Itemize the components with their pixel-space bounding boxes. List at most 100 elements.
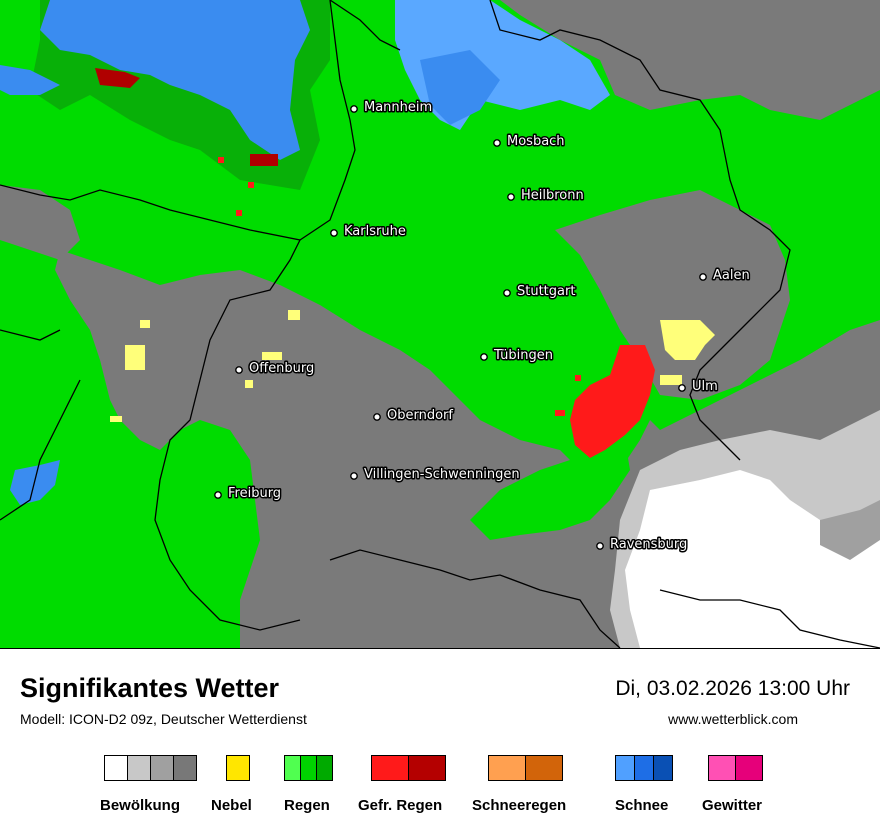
legend-swatch: [708, 755, 736, 781]
legend-swatch: [127, 755, 151, 781]
legend-label-sleet: Schneeregen: [472, 797, 567, 814]
legend-label-thunderstorm: Gewitter: [702, 797, 763, 814]
city-karlsruhe: Karlsruhe: [330, 223, 407, 241]
legend-swatches: [488, 755, 563, 781]
city-label: Ulm: [692, 379, 718, 394]
legend-swatch: [284, 755, 301, 781]
city-mosbach: Mosbach: [493, 133, 566, 151]
border-north: [329, 0, 401, 51]
freezing-rain-patch-3: [218, 157, 224, 163]
heavy-freezing-rain-patch: [95, 68, 140, 88]
city-label: Freiburg: [228, 486, 281, 501]
legend-swatches: [104, 755, 197, 781]
legend-swatch: [615, 755, 635, 781]
legend-snow: Schnee: [615, 755, 675, 814]
city-oberndorf: Oberndorf: [373, 407, 455, 425]
fog-area-ulm: [660, 320, 715, 360]
city-aalen: Aalen: [699, 267, 751, 285]
legend-freezing-rain: Gefr. Regen: [358, 755, 451, 814]
city-mannheim: Mannheim: [350, 99, 434, 117]
city-label: Mosbach: [507, 134, 565, 149]
weather-map: Mannheim Mosbach Heilbronn Karlsruhe Aal…: [0, 0, 880, 649]
forecast-datetime: Di, 03.02.2026 13:00 Uhr: [615, 677, 850, 700]
city-ulm: Ulm: [678, 378, 719, 396]
legend-thunderstorm: Gewitter: [702, 755, 768, 814]
legend-swatch: [735, 755, 763, 781]
city-label: Oberndorf: [387, 408, 453, 423]
freezing-rain-patch-4: [248, 182, 254, 188]
legend-sleet: Schneeregen: [472, 755, 568, 814]
legend-swatches: [226, 755, 250, 781]
legend-swatch: [300, 755, 317, 781]
freezing-rain-patch-5: [236, 210, 242, 216]
city-villingen-schwenningen: Villingen-Schwenningen: [350, 466, 521, 484]
fog-patch-offenburg-2: [245, 380, 253, 388]
page-title: Signifikantes Wetter: [20, 673, 280, 703]
city-label: Mannheim: [364, 100, 432, 115]
border-france: [0, 379, 81, 521]
fog-patch-west-3: [110, 416, 122, 422]
website-link[interactable]: www.wetterblick.com: [668, 711, 798, 727]
city-label: Villingen-Schwenningen: [364, 467, 520, 482]
legend-label-fog: Nebel: [211, 797, 252, 814]
freezing-rain-patch: [555, 410, 565, 416]
city-label: Offenburg: [249, 361, 314, 376]
legend-swatch: [371, 755, 409, 781]
city-freiburg: Freiburg: [214, 485, 283, 503]
city-markers: Mannheim Mosbach Heilbronn Karlsruhe Aal…: [214, 99, 751, 554]
legend-swatch: [488, 755, 526, 781]
legend-swatches: [284, 755, 333, 781]
border-west: [0, 329, 61, 341]
city-label: Stuttgart: [517, 284, 575, 299]
city-label: Karlsruhe: [344, 224, 406, 239]
fog-patch-west-2: [140, 320, 150, 328]
legend-swatch: [104, 755, 128, 781]
legend-rain: Regen: [284, 755, 364, 814]
legend-label-clouds: Bewölkung: [100, 797, 181, 814]
city-label: Tübingen: [493, 348, 553, 363]
city-stuttgart: Stuttgart: [503, 283, 577, 301]
rain-area-south: [470, 440, 630, 540]
snow-area-north-core: [420, 50, 500, 125]
borders: [0, 0, 880, 648]
overcast-area-northeast: [500, 0, 880, 120]
city-label: Ravensburg: [610, 537, 687, 552]
border-bavaria: [489, 0, 791, 461]
legend-swatches: [708, 755, 763, 781]
legend-swatch: [226, 755, 250, 781]
map-footer: Signifikantes Wetter Modell: ICON-D2 09z…: [0, 649, 880, 830]
fog-patch-west: [125, 345, 145, 370]
overcast-area-east: [555, 190, 790, 400]
legend-swatches: [371, 755, 446, 781]
snow-area-northwest: [40, 0, 310, 160]
clear-area-southeast: [625, 470, 880, 648]
freezing-rain-area: [570, 345, 655, 458]
city-label: Heilbronn: [521, 188, 584, 203]
fog-patch-offenburg: [262, 352, 282, 360]
model-info: Modell: ICON-D2 09z, Deutscher Wetterdie…: [20, 711, 307, 727]
weather-map-canvas: Mannheim Mosbach Heilbronn Karlsruhe Aal…: [0, 0, 880, 648]
legend-label-rain: Regen: [284, 797, 330, 814]
legend-swatch: [173, 755, 197, 781]
freezing-rain-patch-2: [575, 375, 581, 381]
border-rhine: [0, 184, 301, 631]
border-hesse: [299, 0, 356, 241]
legend-swatch: [653, 755, 673, 781]
city-heilbronn: Heilbronn: [507, 187, 585, 205]
city-tuebingen: Tübingen: [480, 347, 555, 365]
city-label: Aalen: [713, 268, 750, 283]
heavy-freezing-rain-patch-2: [250, 154, 278, 166]
border-austria: [659, 589, 880, 648]
legend-swatch: [316, 755, 333, 781]
legend-swatch: [408, 755, 446, 781]
overcast-area-far-west: [0, 185, 80, 260]
legend-fog: Nebel: [211, 755, 266, 814]
legend-label-snow: Schnee: [615, 797, 669, 814]
legend-swatch: [150, 755, 174, 781]
fog-patch-offenburg-north: [288, 310, 300, 320]
legend-swatch: [525, 755, 563, 781]
city-ravensburg: Ravensburg: [596, 536, 689, 554]
legend-label-freezing-rain: Gefr. Regen: [358, 797, 443, 814]
legend-clouds: Bewölkung: [100, 755, 224, 814]
cloud-patch-southeast: [820, 500, 880, 560]
